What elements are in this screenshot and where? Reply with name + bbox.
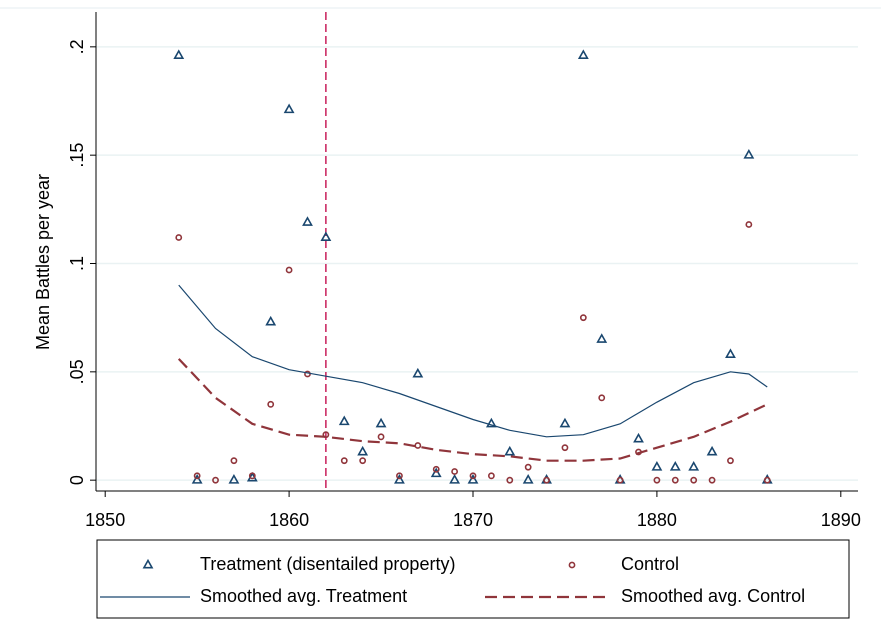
triangle-marker: [228, 474, 240, 484]
circle-marker: [616, 476, 624, 484]
circle-marker: [487, 472, 495, 480]
circle-marker: [727, 457, 734, 465]
circle-marker: [304, 370, 311, 378]
triangle-marker: [283, 103, 295, 114]
circle-marker: [568, 561, 576, 569]
triangle-marker: [302, 216, 313, 226]
legend-label: Smoothed avg. Control: [621, 586, 805, 606]
x-tick-label: 1860: [269, 510, 309, 530]
circle-marker: [451, 468, 459, 475]
triangle-marker: [191, 474, 203, 484]
y-tick-label: .15: [67, 143, 87, 168]
triangle-marker: [504, 445, 516, 456]
y-axis-label: Mean Battles per year: [33, 174, 53, 350]
triangle-marker: [706, 445, 718, 456]
triangle-marker: [375, 417, 387, 428]
y-tick-label: .1: [67, 256, 87, 271]
triangle-marker: [467, 474, 479, 484]
circle-marker: [396, 472, 403, 480]
smoothed-line: [178, 284, 768, 438]
x-tick-label: 1870: [453, 510, 493, 530]
triangle-marker: [596, 333, 608, 343]
triangle-marker: [412, 367, 424, 378]
legend-label: Treatment (disentailed property): [200, 554, 455, 574]
triangle-marker: [357, 445, 369, 456]
legend-label: Smoothed avg. Treatment: [200, 586, 407, 606]
circle-marker: [763, 476, 771, 484]
triangle-marker: [394, 474, 405, 484]
circle-marker: [267, 400, 275, 408]
circle-marker: [524, 463, 532, 471]
circle-marker: [561, 444, 569, 452]
circle-marker: [506, 476, 514, 484]
circle-marker: [469, 472, 477, 480]
x-tick-label: 1890: [821, 510, 861, 530]
triangle-marker: [651, 461, 663, 471]
triangle-marker: [320, 231, 332, 241]
circle-marker: [653, 476, 661, 484]
circle-marker: [598, 394, 606, 402]
circle-marker: [671, 476, 679, 484]
circle-marker: [543, 476, 550, 484]
y-tick-label: 0: [67, 475, 87, 485]
circle-marker: [579, 314, 587, 322]
circle-marker: [230, 457, 238, 465]
legend-box: [96, 539, 850, 619]
circle-marker: [175, 234, 183, 241]
circle-marker: [340, 457, 348, 465]
circle-marker: [690, 476, 698, 484]
triangle-marker: [265, 315, 277, 326]
y-tick-label: .2: [67, 39, 87, 54]
triangle-marker: [633, 432, 644, 443]
triangle-marker: [430, 467, 442, 478]
triangle-marker: [669, 461, 681, 471]
circle-marker: [432, 465, 440, 473]
triangle-marker: [688, 461, 700, 471]
triangle-marker: [338, 415, 350, 426]
circle-marker: [285, 266, 293, 274]
circle-marker: [248, 472, 256, 480]
triangle-marker: [577, 49, 589, 59]
triangle-marker: [485, 417, 497, 428]
triangle-marker: [449, 474, 461, 484]
circle-marker: [745, 221, 753, 228]
triangle-marker: [522, 474, 534, 484]
triangle-marker: [559, 417, 571, 428]
triangle-marker: [743, 149, 755, 159]
y-tick-label: .05: [67, 359, 87, 384]
triangle-marker: [173, 49, 185, 59]
triangle-marker: [142, 558, 154, 569]
circle-marker: [377, 433, 385, 441]
circle-marker: [708, 476, 716, 484]
circle-marker: [212, 476, 219, 484]
x-tick-label: 1850: [85, 510, 125, 530]
circle-marker: [193, 472, 201, 480]
legend-label: Control: [621, 554, 679, 574]
circle-marker: [359, 457, 367, 465]
x-tick-label: 1880: [637, 510, 677, 530]
triangle-marker: [725, 348, 736, 358]
